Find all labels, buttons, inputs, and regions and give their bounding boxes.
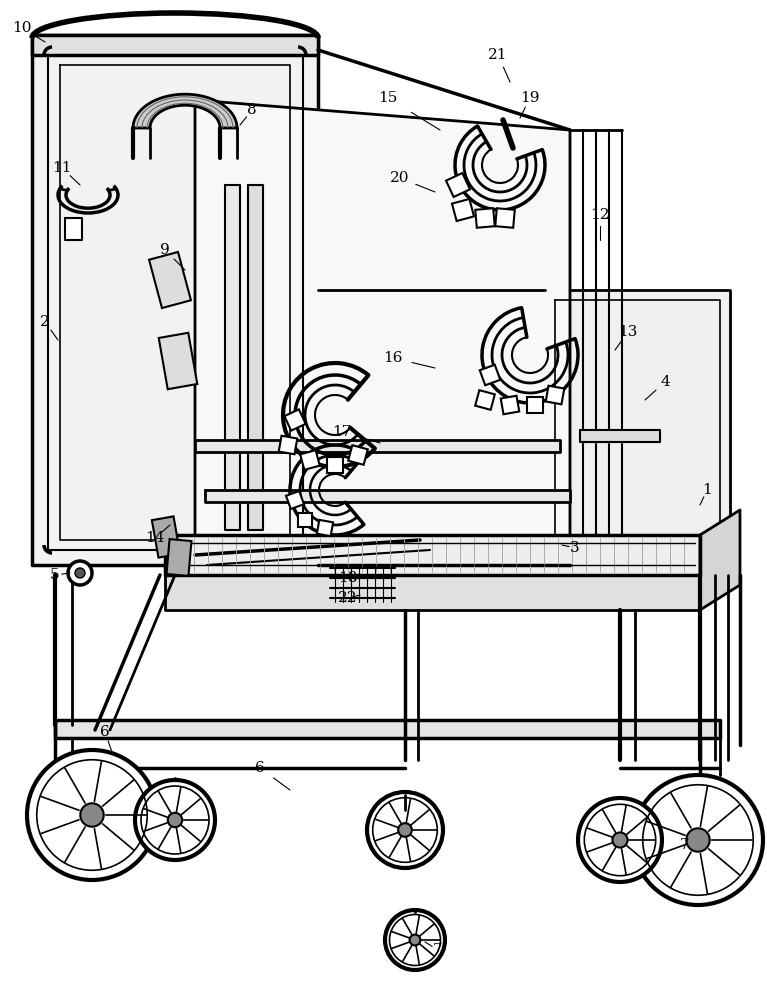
Polygon shape <box>65 218 82 240</box>
Polygon shape <box>165 535 700 575</box>
Bar <box>479 365 500 385</box>
Polygon shape <box>195 440 560 452</box>
Bar <box>348 445 368 465</box>
Circle shape <box>410 935 420 945</box>
Circle shape <box>612 832 627 848</box>
Circle shape <box>686 828 709 852</box>
Polygon shape <box>133 94 237 128</box>
Bar <box>527 397 543 413</box>
Bar <box>300 450 320 470</box>
Text: 6: 6 <box>255 761 265 775</box>
Text: 4: 4 <box>660 375 670 389</box>
Text: 14: 14 <box>145 531 165 545</box>
Text: 8: 8 <box>247 103 257 117</box>
Text: 5: 5 <box>50 568 60 582</box>
Circle shape <box>75 568 85 578</box>
Text: 18: 18 <box>338 571 357 585</box>
Polygon shape <box>225 185 240 530</box>
Text: 10: 10 <box>12 21 31 35</box>
Circle shape <box>27 750 157 880</box>
Bar <box>476 208 495 228</box>
Bar <box>152 516 180 558</box>
Text: 22: 22 <box>338 591 357 605</box>
Circle shape <box>68 561 92 585</box>
Circle shape <box>398 823 412 837</box>
Bar <box>285 409 305 431</box>
Text: 21: 21 <box>489 48 508 62</box>
Polygon shape <box>248 185 263 530</box>
Text: 7: 7 <box>680 838 690 852</box>
Bar <box>327 457 343 473</box>
Text: 15: 15 <box>378 91 397 105</box>
Polygon shape <box>55 720 720 738</box>
Bar <box>149 252 191 308</box>
Bar <box>286 491 304 509</box>
Circle shape <box>168 813 183 827</box>
Circle shape <box>81 803 104 827</box>
Bar <box>298 513 312 527</box>
Bar <box>446 173 470 197</box>
Bar <box>159 333 197 389</box>
Text: 19: 19 <box>520 91 540 105</box>
Text: 2: 2 <box>40 315 50 329</box>
Bar <box>317 520 333 536</box>
Bar <box>476 390 495 410</box>
Bar <box>278 436 298 454</box>
Text: 3: 3 <box>570 541 580 555</box>
Circle shape <box>135 780 215 860</box>
Text: 13: 13 <box>618 325 637 339</box>
Text: 6: 6 <box>100 725 110 739</box>
Circle shape <box>633 775 763 905</box>
Text: 20: 20 <box>390 171 410 185</box>
Text: 11: 11 <box>52 161 72 175</box>
Polygon shape <box>32 35 318 565</box>
Polygon shape <box>205 490 570 502</box>
Bar <box>166 539 192 576</box>
Circle shape <box>367 792 443 868</box>
Bar <box>495 208 515 228</box>
Text: 12: 12 <box>591 208 610 222</box>
Polygon shape <box>580 430 660 442</box>
Polygon shape <box>545 290 730 565</box>
Bar <box>501 396 519 414</box>
Bar <box>546 386 565 404</box>
Polygon shape <box>700 510 740 610</box>
Bar <box>452 199 474 221</box>
Circle shape <box>578 798 662 882</box>
Polygon shape <box>195 100 570 565</box>
Polygon shape <box>32 35 318 55</box>
Circle shape <box>385 910 445 970</box>
Text: 1: 1 <box>702 483 712 497</box>
Text: 16: 16 <box>384 351 403 365</box>
Polygon shape <box>165 575 700 610</box>
Text: 9: 9 <box>160 243 170 257</box>
Text: 7: 7 <box>433 943 443 957</box>
Text: 17: 17 <box>332 425 352 439</box>
